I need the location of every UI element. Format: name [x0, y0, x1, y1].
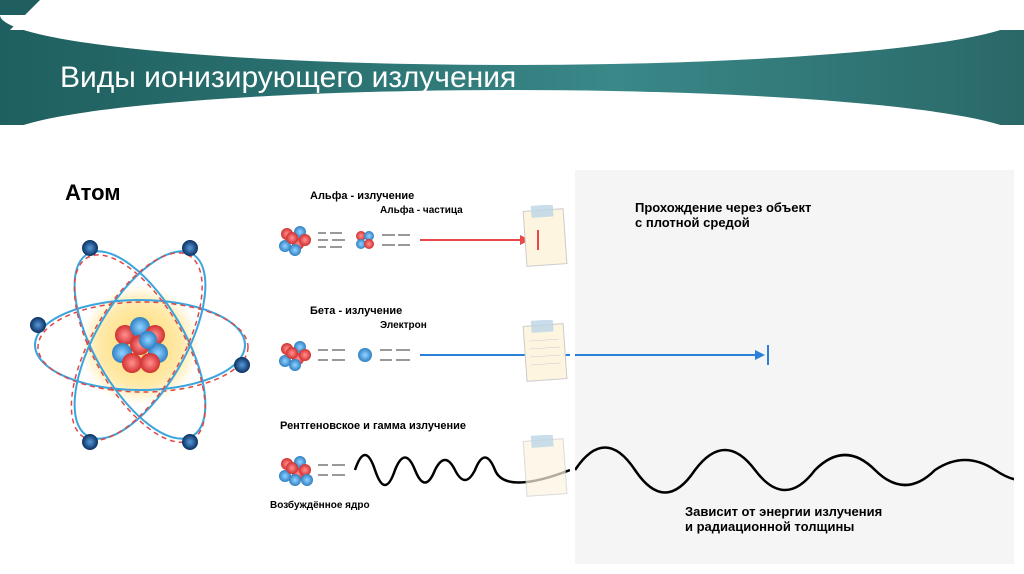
alpha-row: Альфа - излучение Альфа - частица: [270, 190, 570, 280]
page-title: Виды ионизирующего излучения: [60, 61, 516, 95]
atom-label: Атом: [65, 180, 121, 206]
radiation-types: Альфа - излучение Альфа - частица: [270, 170, 570, 564]
barrier-panel: Прохождение через объект с плотной средо…: [575, 170, 1014, 564]
gamma-particle-label: Возбуждённое ядро: [270, 500, 370, 511]
content-area: Атом: [0, 150, 1024, 574]
beta-svg: [270, 320, 570, 390]
alpha-svg: [270, 205, 570, 275]
beta-title: Бета - излучение: [310, 305, 402, 317]
gamma-row: Рентгеновское и гамма излучение Возбуждё…: [270, 420, 570, 540]
barrier-footer: Зависит от энергии излучения и радиацион…: [685, 504, 882, 534]
atom-svg: [10, 170, 270, 470]
header-banner: Виды ионизирующего излучения: [0, 30, 1024, 125]
atom-diagram: Атом: [10, 170, 270, 564]
alpha-title: Альфа - излучение: [310, 190, 414, 202]
gamma-svg: [270, 435, 570, 525]
gamma-title: Рентгеновское и гамма излучение: [280, 420, 466, 432]
beta-row: Бета - излучение Электрон: [270, 305, 570, 395]
